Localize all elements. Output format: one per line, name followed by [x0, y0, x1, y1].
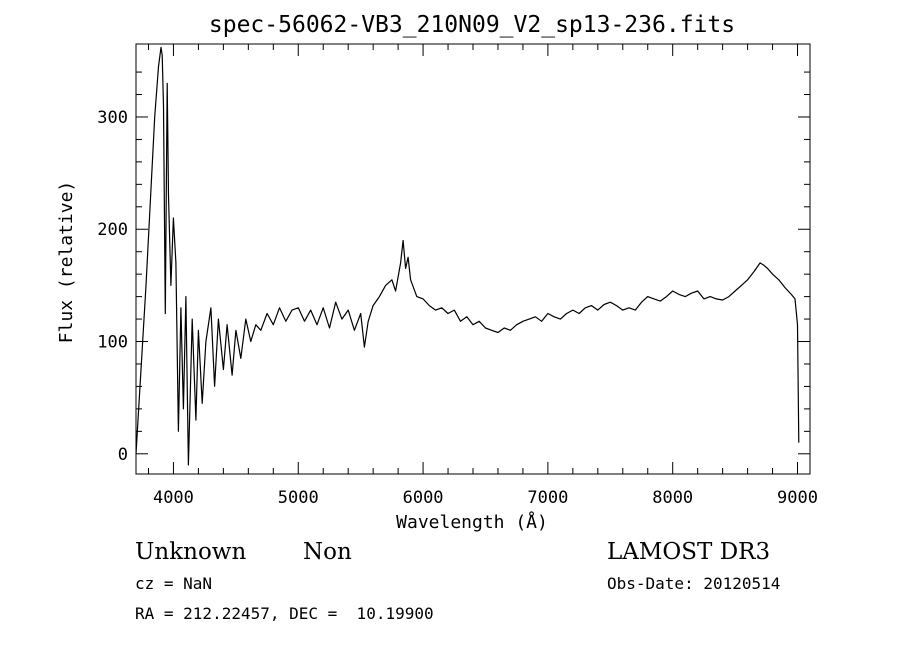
y-tick-label: 0	[118, 445, 128, 465]
y-tick-label: 200	[97, 220, 128, 240]
object-subclass: Non	[303, 539, 352, 565]
object-class: Unknown	[135, 539, 246, 565]
x-axis-label: Wavelength (Å)	[396, 511, 548, 533]
spectrum-line	[135, 46, 800, 466]
x-tick-label: 4000	[153, 488, 194, 508]
survey-name: LAMOST DR3	[607, 539, 770, 565]
y-axis-label: Flux (relative)	[56, 181, 77, 344]
x-tick-label: 7000	[527, 488, 568, 508]
x-tick-label: 8000	[652, 488, 693, 508]
y-tick-label: 100	[97, 333, 128, 353]
plot-area: 4000 5000 6000 7000 8000 9000 0 100 200 300	[97, 43, 818, 508]
obs-date: Obs-Date: 20120514	[607, 574, 780, 593]
x-axis-ticks: 4000 5000 6000 7000 8000 9000	[147, 44, 818, 508]
chart-title: spec-56062-VB3_210N09_V2_sp13-236.fits	[209, 12, 735, 38]
plot-frame	[135, 43, 811, 475]
redshift-value: cz = NaN	[135, 574, 212, 593]
x-tick-label: 6000	[403, 488, 444, 508]
coordinates: RA = 212.22457, DEC = 10.19900	[135, 604, 434, 623]
x-tick-label: 5000	[278, 488, 319, 508]
y-tick-label: 300	[97, 108, 128, 128]
x-tick-label: 9000	[777, 488, 818, 508]
y-axis-ticks: 0 100 200 300	[97, 71, 810, 465]
